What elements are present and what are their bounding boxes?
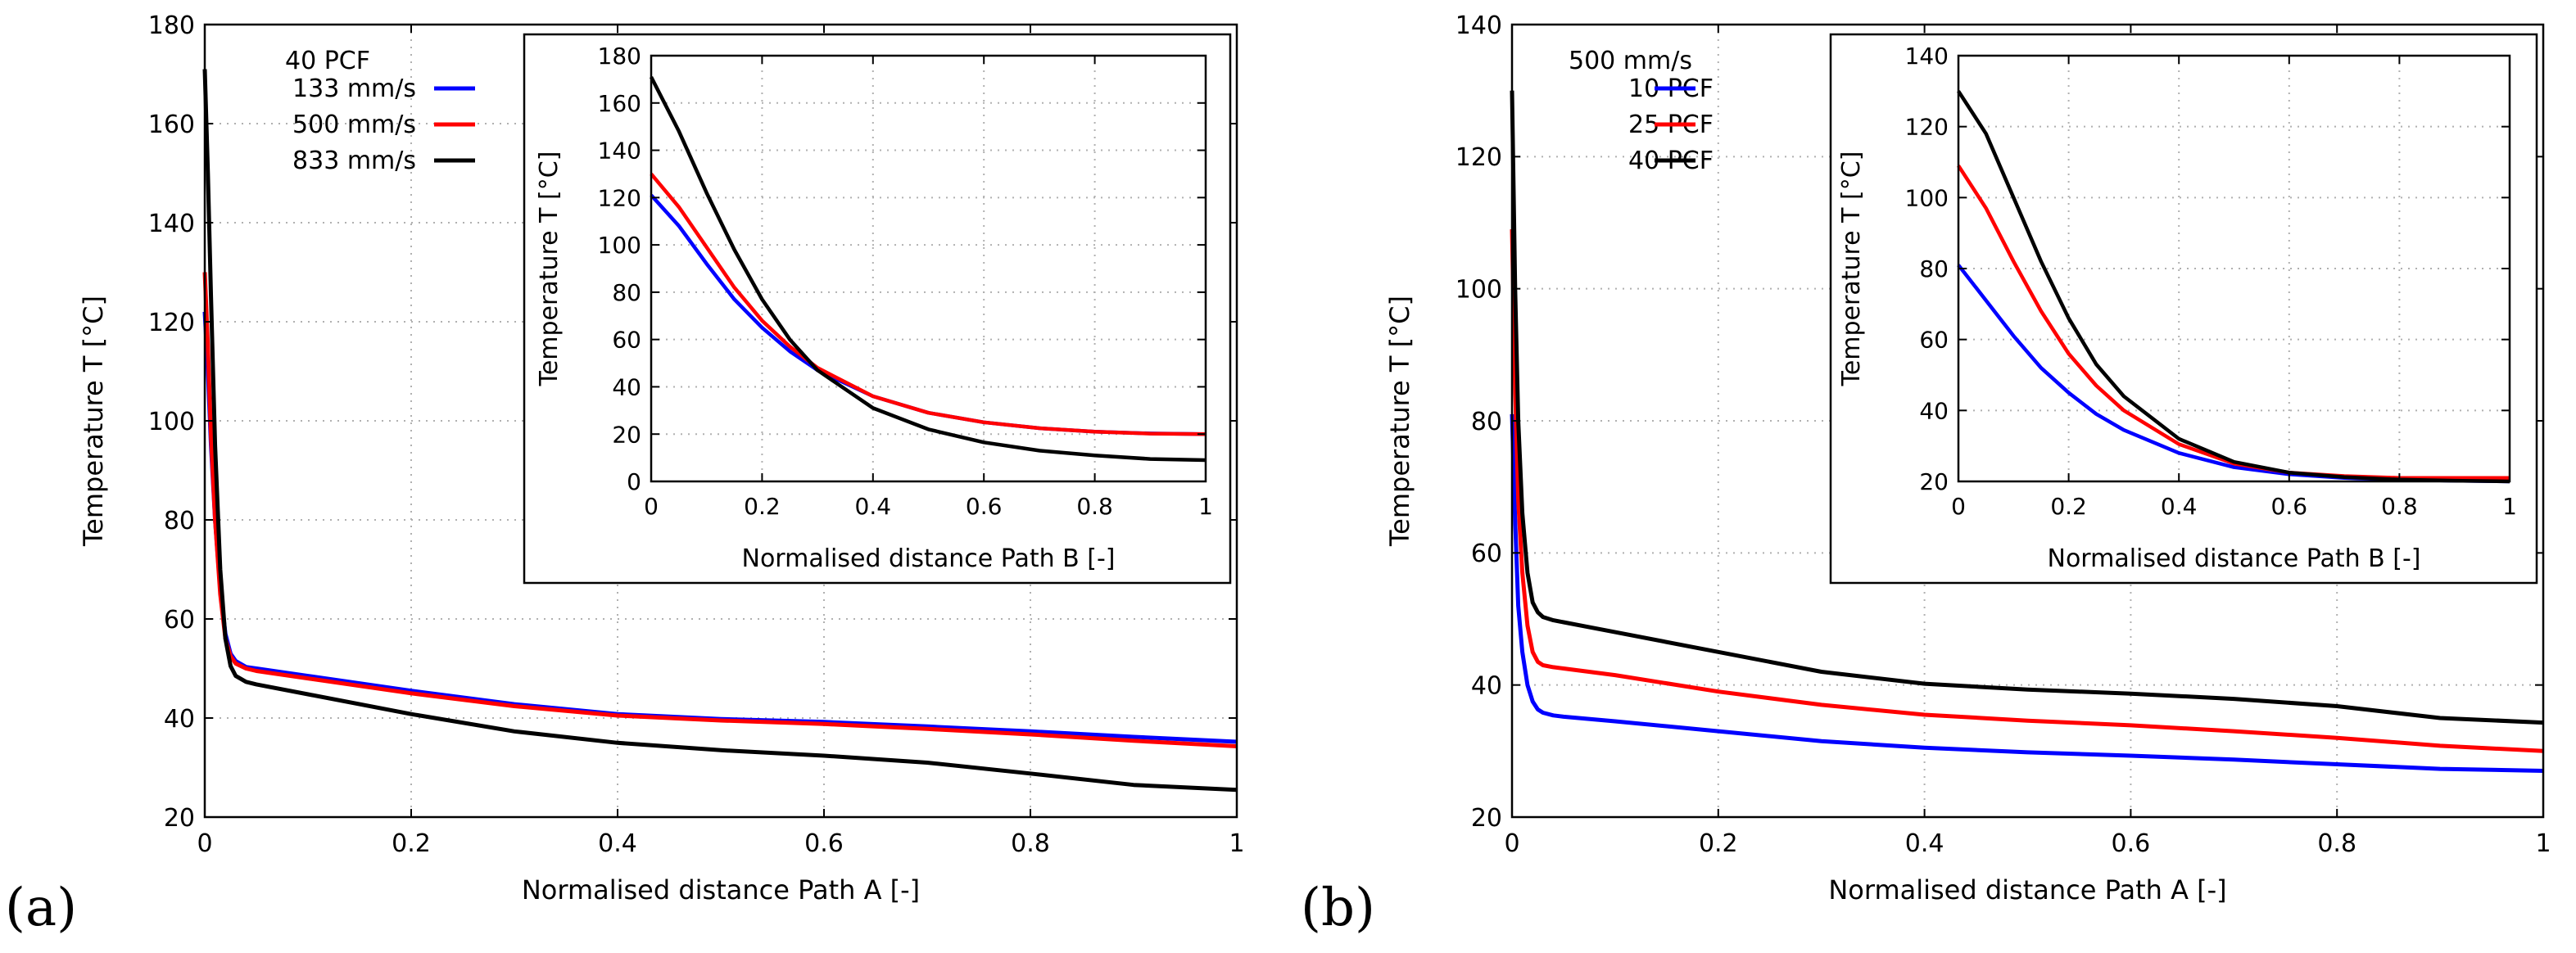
main-ytick-label: 100 (1456, 275, 1502, 304)
inset-xtick-label: 0.6 (966, 493, 1003, 520)
inset-ytick-label: 0 (627, 468, 641, 495)
inset-xtick-label: 1 (2502, 493, 2517, 520)
inset-series-3-line (649, 75, 1207, 463)
inset-axes-frame (650, 54, 1207, 483)
main-ytick-label: 60 (164, 606, 195, 635)
inset-xtick-label: 0 (644, 493, 659, 520)
main-ytick-label: 140 (1456, 11, 1502, 40)
main-y-axis-label: Temperature T [°C] (78, 296, 109, 547)
main-ytick-label: 140 (148, 210, 195, 238)
inset-ytick-label: 140 (598, 138, 641, 165)
panel-label: (a) (5, 878, 77, 938)
inset-series-2-line (650, 172, 1207, 436)
main-xtick-label: 1 (2535, 829, 2551, 858)
inset-ytick-label: 60 (612, 327, 641, 354)
main-xtick-label: 0.8 (2317, 829, 2356, 858)
inset-grid (1958, 56, 2510, 481)
main-xtick-label: 0.8 (1011, 829, 1050, 858)
main-ytick-label: 20 (164, 804, 195, 833)
legend-title: 500 mm/s (1569, 47, 1692, 75)
inset-y-axis-label: Temperature T [°C] (1837, 151, 1866, 387)
main-series-2-line (202, 272, 1238, 748)
inset-chart: 0 0.2 0.4 0.6 0.8 120406080100120140Normalise… (1837, 43, 2517, 573)
inset-xtick-label: 0 (1951, 493, 1966, 520)
main-y-axis-label: Temperature T [°C] (1384, 296, 1415, 547)
main-series-3-line (1510, 90, 2544, 725)
main-series-3-line (202, 69, 1238, 793)
main-ytick-label: 180 (148, 11, 195, 40)
inset-ytick-label: 120 (598, 184, 641, 211)
main-x-axis-label: Normalised distance Path A [-] (522, 874, 920, 906)
inset-xtick-label: 0.2 (744, 493, 781, 520)
inset-x-axis-label: Normalised distance Path B [-] (2048, 544, 2421, 573)
inset-ytick-label: 60 (1919, 327, 1949, 354)
main-series-1-line (1510, 413, 2544, 773)
inset-xtick-label: 0.4 (855, 493, 892, 520)
inset-ytick-label: 100 (598, 232, 641, 259)
main-ytick-label: 160 (148, 111, 195, 139)
main-ytick-label: 120 (148, 309, 195, 337)
main-ytick-label: 60 (1471, 540, 1502, 568)
inset-chart: 0 0.2 0.4 0.6 0.8 1 0 20 40 60 80 100 120 140 160 180 No… (535, 43, 1213, 573)
inset-ytick-label: 40 (1919, 397, 1949, 424)
main-series-2-line (1510, 229, 2544, 753)
inset-xtick-label: 0.2 (2050, 493, 2087, 520)
inset-ytick-label: 100 (1905, 184, 1949, 211)
legend-entry-label: 133 mm/s (292, 75, 416, 103)
inset-xtick-label: 0.8 (2381, 493, 2418, 520)
main-ytick-label: 40 (1471, 671, 1502, 700)
main-xtick-label: 0.2 (1699, 829, 1738, 858)
inset-ytick-label: 180 (598, 43, 641, 70)
panel-label: (b) (1301, 878, 1375, 938)
main-xtick-label: 0.2 (392, 829, 431, 858)
main-xtick-label: 0.6 (804, 829, 844, 858)
main-axes-frame (1510, 23, 2545, 819)
inset-x-axis-label: Normalised distance Path B [-] (742, 544, 1116, 573)
inset-frame (523, 33, 1232, 585)
inset-ytick-label: 80 (1919, 255, 1949, 282)
main-ytick-label: 80 (164, 507, 195, 535)
inset-xtick-label: 1 (1198, 493, 1213, 520)
inset-xtick-label: 0.8 (1076, 493, 1113, 520)
inset-ytick-label: 20 (612, 421, 641, 448)
legend-entry-label: 833 mm/s (292, 147, 416, 175)
main-xtick-label: 0.4 (598, 829, 637, 858)
legend-entry-label: 500 mm/s (292, 111, 416, 139)
main-ytick-label: 120 (1456, 143, 1502, 172)
main-ytick-label: 20 (1471, 804, 1502, 833)
inset-axes-frame (1957, 54, 2511, 483)
inset-ytick-label: 80 (612, 279, 641, 306)
inset-ytick-label: 140 (1905, 43, 1949, 70)
main-xtick-label: 0 (197, 829, 212, 858)
inset-ytick-label: 120 (1905, 114, 1949, 141)
main-xtick-label: 0 (1504, 829, 1519, 858)
main-xtick-label: 0.6 (2112, 829, 2151, 858)
inset-ytick-label: 40 (612, 374, 641, 401)
inset-series-3-line (1957, 90, 2510, 484)
chart-panel-2: 0 0.2 0.4 0.6 0.8 120406080100120140Normalise… (1301, 11, 2551, 938)
legend-title: 40 PCF (285, 47, 370, 75)
inset-ytick-label: 160 (598, 90, 641, 117)
inset-ytick-label: 20 (1919, 468, 1949, 495)
main-x-axis-label: Normalised distance Path A [-] (1828, 874, 2226, 906)
main-ytick-label: 100 (148, 408, 195, 436)
inset-grid (651, 56, 1206, 481)
main-ytick-label: 80 (1471, 408, 1502, 436)
inset-frame (1829, 33, 2538, 585)
inset-y-axis-label: Temperature T [°C] (535, 151, 564, 387)
main-xtick-label: 0.4 (1905, 829, 1944, 858)
main-ytick-label: 40 (164, 705, 195, 734)
main-axes-frame (203, 23, 1238, 819)
chart-panel-1: 0 0.2 0.4 0.6 0.8 120406080100120140160180Nor… (5, 11, 1245, 938)
inset-xtick-label: 0.4 (2161, 493, 2198, 520)
main-xtick-label: 1 (1229, 829, 1244, 858)
inset-xtick-label: 0.6 (2271, 493, 2308, 520)
